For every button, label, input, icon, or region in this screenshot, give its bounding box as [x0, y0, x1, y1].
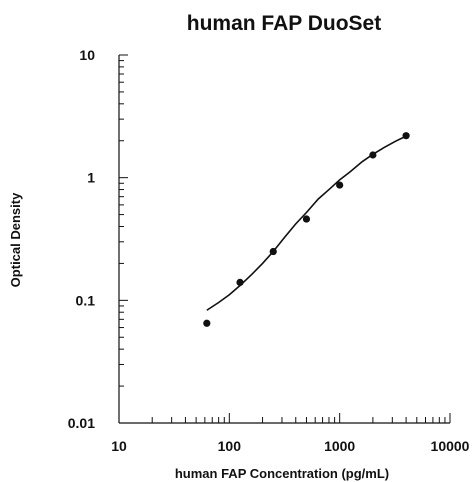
data-point — [369, 151, 377, 159]
y-tick-label: 0.1 — [76, 292, 96, 308]
y-tick-labels: 0.01 0.1 1 10 — [68, 47, 95, 431]
data-point — [302, 215, 311, 223]
data-points — [203, 132, 410, 327]
x-ticks — [118, 413, 451, 423]
fit-curve — [206, 135, 407, 311]
x-tick-label: 1000 — [324, 438, 355, 454]
x-tick-label: 100 — [218, 438, 242, 454]
y-axis-label: Optical Density — [8, 192, 23, 287]
y-tick-label: 0.01 — [68, 415, 95, 431]
data-point — [203, 319, 211, 327]
x-axis-label: human FAP Concentration (pg/mL) — [175, 466, 389, 481]
x-tick-label: 10000 — [431, 438, 470, 454]
x-tick-labels: 10 100 1000 10000 — [111, 438, 469, 454]
y-tick-label: 1 — [87, 170, 95, 186]
y-tick-label: 10 — [79, 47, 95, 63]
chart-title: human FAP DuoSet — [187, 12, 381, 35]
data-point — [336, 181, 344, 189]
data-point — [236, 278, 244, 287]
x-tick-label: 10 — [111, 438, 127, 454]
data-point — [269, 247, 277, 256]
y-ticks — [119, 54, 128, 424]
data-point — [402, 132, 410, 140]
